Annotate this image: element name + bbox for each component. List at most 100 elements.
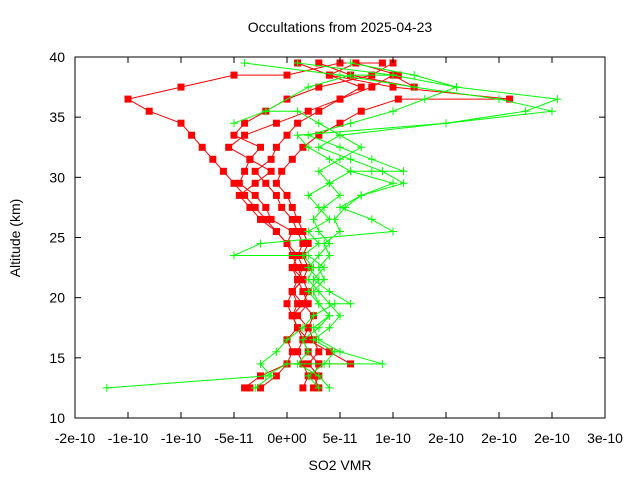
y-tick-label: 10: [49, 410, 65, 426]
data-point: [314, 203, 323, 212]
data-point: [299, 228, 307, 235]
data-point: [410, 71, 419, 80]
data-point: [378, 59, 386, 67]
data-point: [102, 383, 111, 392]
data-point: [325, 299, 334, 308]
data-point: [346, 119, 355, 128]
data-point: [288, 312, 296, 320]
data-point: [389, 71, 397, 80]
data-point: [336, 203, 344, 212]
data-point: [230, 131, 238, 139]
data-point: [304, 300, 312, 308]
data-point: [299, 276, 307, 284]
data-point: [315, 83, 323, 91]
data-point: [314, 299, 323, 308]
data-point: [367, 215, 376, 224]
data-point: [293, 59, 302, 67]
data-point: [230, 71, 238, 79]
data-point: [256, 239, 265, 248]
data-point: [336, 155, 344, 164]
data-point: [495, 95, 503, 104]
data-point: [304, 336, 312, 344]
axes-layer: -2e-10 -1e-10 -1e-10 -5e-11 0e+00 5e-11 1e-10 2…: [49, 49, 623, 446]
data-point: [299, 384, 307, 392]
data-point: [346, 59, 355, 67]
data-point: [314, 143, 323, 152]
data-point: [272, 191, 280, 199]
data-point: [230, 119, 238, 128]
data-point: [283, 300, 291, 308]
data-point: [298, 251, 307, 260]
data-point: [304, 227, 313, 236]
data-point: [267, 167, 275, 175]
data-point: [394, 71, 402, 79]
data-point: [272, 143, 280, 151]
data-point: [309, 215, 318, 224]
data-point: [304, 131, 313, 140]
data-point: [420, 95, 429, 104]
data-point: [288, 348, 296, 356]
data-point: [315, 107, 323, 115]
data-point: [399, 179, 408, 188]
data-point: [314, 383, 323, 392]
data-point: [225, 143, 233, 151]
data-point: [267, 155, 275, 163]
data-point: [389, 107, 397, 116]
data-point: [272, 228, 280, 235]
data-point: [288, 264, 296, 272]
chart-title: Occultations from 2025-04-23: [248, 19, 433, 35]
data-point: [336, 311, 344, 320]
data-point: [304, 240, 312, 247]
data-point: [283, 131, 291, 139]
data-point: [283, 359, 291, 368]
data-point: [230, 251, 238, 260]
data-point: [262, 179, 270, 187]
data-point: [246, 155, 254, 163]
data-point: [267, 371, 276, 380]
data-point: [293, 107, 302, 116]
data-point: [304, 191, 313, 200]
data-point: [299, 240, 307, 247]
data-point: [314, 227, 323, 236]
data-point: [336, 131, 344, 140]
data-point: [304, 275, 313, 284]
data-point: [309, 335, 318, 344]
data-point: [325, 348, 333, 356]
x-tick-label: 2e-10: [534, 430, 570, 446]
data-point: [378, 359, 387, 368]
data-point: [314, 167, 323, 176]
x-tick-label: -2e-10: [55, 430, 96, 446]
data-point: [309, 311, 318, 320]
data-point: [241, 131, 249, 139]
data-point: [251, 179, 259, 187]
data-point: [399, 167, 408, 176]
data-point: [299, 288, 307, 296]
data-point: [357, 83, 365, 91]
data-point: [304, 324, 312, 332]
data-point: [262, 215, 270, 223]
data-point: [299, 300, 307, 308]
data-point: [452, 83, 461, 92]
data-point: [336, 95, 344, 103]
data-point: [261, 107, 270, 116]
series-line: [233, 62, 558, 389]
data-point: [251, 167, 259, 175]
data-point: [177, 119, 185, 127]
data-point: [145, 107, 153, 115]
data-point: [325, 383, 334, 392]
data-point: [314, 371, 323, 380]
x-tick-label: 1e-10: [375, 430, 411, 446]
data-point: [336, 143, 344, 152]
data-point: [368, 83, 376, 91]
data-point: [299, 143, 307, 151]
data-point: [294, 264, 302, 272]
data-point: [389, 227, 397, 236]
data-point: [272, 179, 280, 187]
data-point: [315, 59, 323, 67]
data-point: [521, 107, 530, 116]
data-point: [357, 143, 366, 152]
data-point: [235, 191, 243, 199]
data-point: [294, 215, 302, 223]
data-point: [314, 251, 323, 260]
